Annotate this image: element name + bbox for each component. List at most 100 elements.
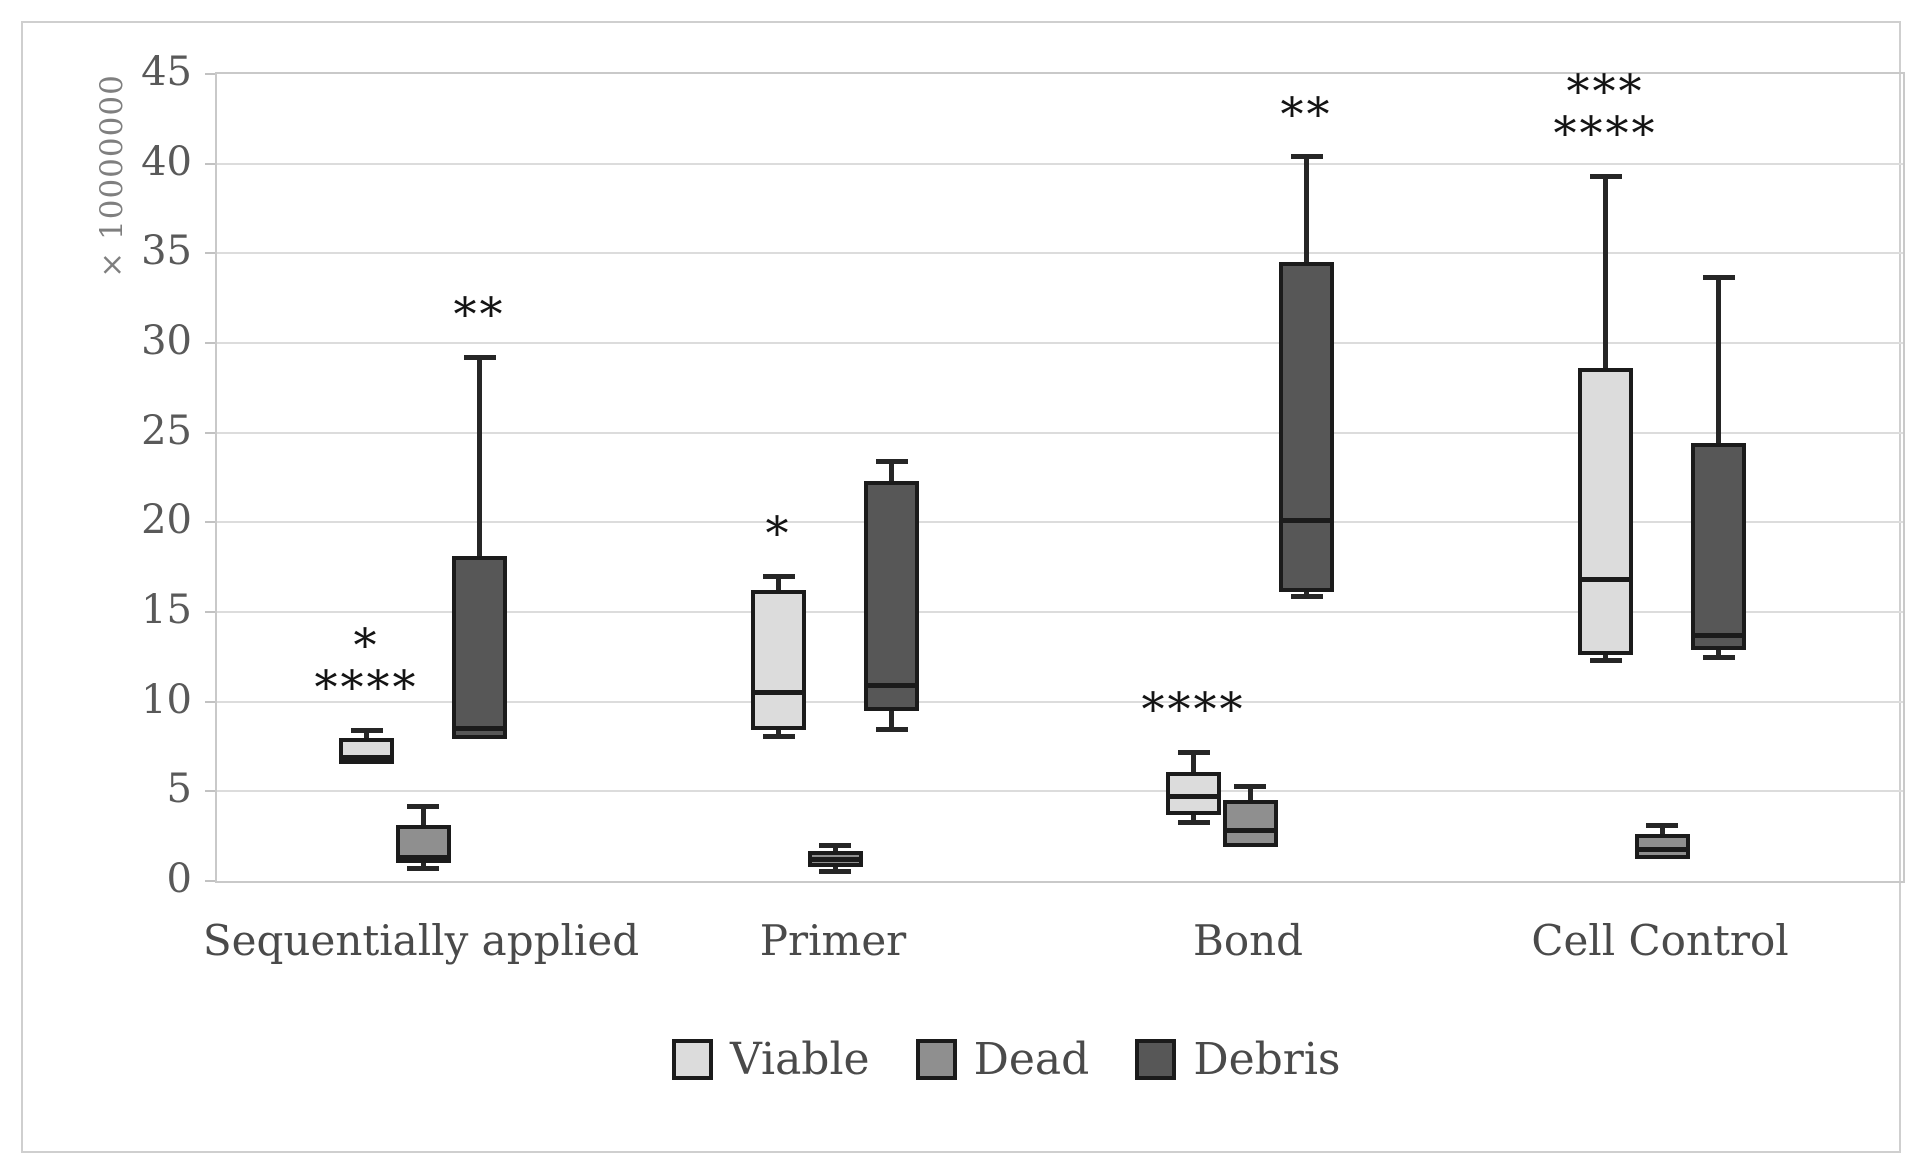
legend-label-dead: Dead	[973, 1034, 1090, 1085]
gridline-30	[217, 342, 1903, 344]
whisker-lower-stem	[1603, 655, 1608, 661]
whisker-upper-cap	[1702, 274, 1735, 280]
box-debris-1	[452, 556, 507, 740]
whisker-lower-stem	[1191, 814, 1196, 822]
whisker-lower-stem	[776, 730, 781, 736]
y-axis-tick-0	[205, 880, 215, 882]
x-category-label-4: Cell Control	[1531, 916, 1789, 965]
significance-line: ****	[1553, 106, 1658, 161]
whisker-upper-stem	[1603, 176, 1608, 369]
whisker-lower-cap	[1290, 593, 1323, 599]
y-axis-tick-30	[205, 342, 215, 344]
whisker-upper-stem	[1659, 825, 1665, 835]
y-tick-label-35: 35	[141, 228, 192, 275]
whisker-upper-cap	[1646, 823, 1678, 829]
whisker-upper-cap	[1589, 174, 1622, 180]
legend: Viable Dead Debris	[672, 1034, 1340, 1085]
legend-swatch-dead	[915, 1039, 957, 1080]
whisker-lower-cap	[1589, 658, 1622, 664]
whisker-upper-cap	[875, 459, 908, 465]
y-tick-label-20: 20	[141, 497, 192, 544]
whisker-upper-cap	[1290, 154, 1323, 160]
median-line	[339, 754, 394, 760]
significance-line: ****	[1141, 681, 1246, 736]
median-line	[864, 683, 919, 689]
whisker-upper-cap	[1177, 749, 1210, 755]
gridline-20	[217, 521, 1903, 524]
significance-line: **	[1280, 86, 1333, 141]
whisker-upper-stem	[889, 461, 894, 482]
significance-markers: **	[1187, 86, 1427, 141]
whisker-lower-stem	[1716, 649, 1721, 657]
whisker-upper-stem	[776, 576, 781, 591]
y-tick-label-45: 45	[141, 49, 192, 95]
significance-markers: *	[659, 506, 899, 561]
whisker-upper-cap	[819, 843, 851, 849]
whisker-lower-cap	[407, 866, 439, 872]
significance-line: *	[353, 618, 380, 673]
box-debris-4	[1691, 443, 1746, 650]
x-category-label-3: Bond	[1192, 916, 1304, 965]
figure-border	[21, 21, 1901, 1153]
median-line	[1279, 518, 1334, 524]
box-viable-3	[1166, 771, 1221, 815]
whisker-upper-cap	[407, 803, 439, 809]
box-viable-1	[339, 737, 394, 765]
whisker-upper-cap	[463, 355, 496, 361]
y-axis-tick-20	[205, 521, 215, 524]
median-line	[1578, 577, 1633, 583]
box-viable-2	[751, 590, 806, 731]
legend-swatch-viable	[672, 1039, 713, 1080]
whisker-upper-stem	[1304, 156, 1309, 263]
y-tick-label-40: 40	[141, 138, 192, 185]
gridline-25	[217, 431, 1903, 434]
box-dead-3	[1222, 800, 1278, 847]
whisker-lower-stem	[420, 863, 426, 869]
y-tick-label-30: 30	[141, 318, 192, 364]
gridline-5	[217, 790, 1903, 793]
gridline-40	[217, 162, 1903, 165]
whisker-upper-stem	[364, 730, 369, 738]
whisker-upper-stem	[477, 357, 482, 557]
whisker-lower-stem	[832, 866, 838, 872]
significance-line: **	[453, 287, 506, 342]
legend-item-debris: Debris	[1135, 1034, 1340, 1085]
box-dead-4	[1634, 834, 1690, 860]
median-line	[1222, 828, 1278, 834]
box-viable-4	[1578, 368, 1633, 656]
median-line	[395, 855, 451, 861]
whisker-upper-stem	[1247, 785, 1253, 801]
whisker-lower-cap	[819, 869, 851, 875]
legend-label-debris: Debris	[1193, 1034, 1341, 1085]
significance-markers: *** ****	[1486, 64, 1726, 161]
y-tick-label-25: 25	[141, 407, 192, 454]
significance-markers: * ****	[247, 618, 487, 715]
y-axis-tick-10	[205, 700, 215, 703]
whisker-upper-cap	[1234, 783, 1266, 789]
significance-line: ****	[314, 660, 419, 715]
box-debris-2	[864, 481, 919, 711]
y-tick-label-5: 5	[166, 766, 192, 813]
whisker-lower-cap	[1177, 819, 1210, 825]
whisker-lower-stem	[889, 710, 894, 729]
plot-area: * **** * **** *** **** ** **	[205, 64, 1905, 883]
box-debris-3	[1279, 262, 1334, 593]
legend-swatch-debris	[1135, 1039, 1177, 1080]
whisker-upper-stem	[420, 805, 426, 826]
x-category-label-2: Primer	[759, 916, 907, 965]
significance-line: ***	[1566, 64, 1645, 119]
whisker-upper-cap	[762, 574, 795, 580]
x-category-label-1: Sequentially applied	[202, 916, 640, 965]
gridline-15	[217, 611, 1903, 613]
significance-markers: **	[360, 287, 600, 342]
whisker-upper-cap	[350, 728, 383, 734]
whisker-lower-cap	[875, 726, 908, 732]
median-line	[1166, 794, 1221, 800]
y-axis-tick-5	[205, 790, 215, 793]
median-line	[751, 690, 806, 696]
y-axis-tick-35	[205, 252, 215, 255]
y-tick-label-10: 10	[141, 676, 192, 723]
gridline-10	[217, 700, 1903, 703]
significance-line: *	[765, 506, 792, 561]
median-line	[807, 856, 863, 862]
